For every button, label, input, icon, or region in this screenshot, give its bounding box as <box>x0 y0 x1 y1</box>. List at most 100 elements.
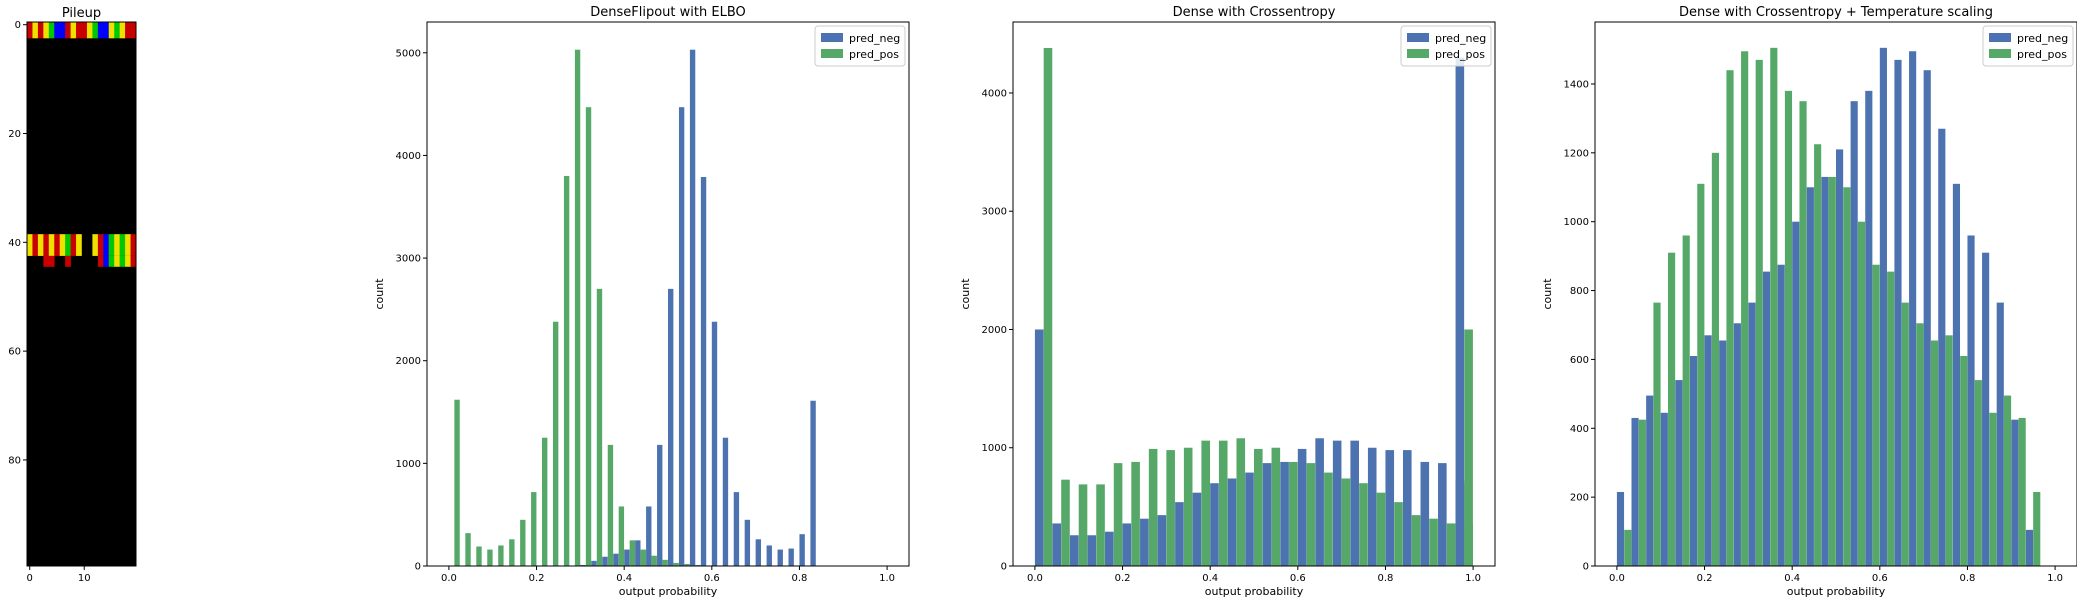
temp-bar-pred_neg <box>1806 187 1814 567</box>
flipout-xtick-label: 0.6 <box>704 573 720 584</box>
temp-bar-pred_neg <box>1967 235 1975 566</box>
cross-bar-pred_pos <box>1113 463 1123 566</box>
cross-bar-pred_neg <box>1122 523 1132 566</box>
cross-bar-pred_pos <box>1324 472 1333 566</box>
flipout-bar-pred_neg <box>744 519 751 566</box>
flipout-bar-pred_neg <box>591 560 597 566</box>
flipout-ytick-label: 1000 <box>396 459 421 470</box>
cross-bar-pred_pos <box>1446 523 1456 566</box>
cross-xtick-label: 0.2 <box>1115 573 1131 584</box>
cross-bar-pred_neg <box>1069 535 1079 566</box>
temp-bar-pred_pos <box>1828 176 1836 566</box>
flipout-bar-pred_neg <box>755 539 762 566</box>
temp-bar-pred_pos <box>1901 302 1909 566</box>
cross-ytick-label: 0 <box>1001 562 1007 573</box>
flipout-bar-pred_neg <box>580 564 586 566</box>
cross-bar-pred_neg <box>1385 450 1395 566</box>
pileup-cell <box>103 22 110 39</box>
temp-bar-pred_neg <box>1704 335 1712 566</box>
flipout-ytick-label: 0 <box>415 562 421 573</box>
cross-bar-pred_neg <box>1034 329 1044 566</box>
flipout-bar-pred_neg <box>635 540 641 566</box>
pileup-cell <box>48 22 55 39</box>
pileup-cell <box>65 255 71 267</box>
cross-bar-pred_neg <box>1175 502 1184 566</box>
flipout-bar-pred_neg <box>613 553 619 566</box>
cross-xtick-label: 0.4 <box>1202 573 1218 584</box>
cross-bar-pred_pos <box>1429 518 1438 566</box>
flipout-legend-swatch-pred_neg <box>821 33 843 42</box>
temp-bar-pred_neg <box>1836 149 1844 567</box>
cross-bar-pred_pos <box>1201 440 1211 566</box>
temp-bar-pred_pos <box>1653 302 1661 566</box>
pileup-cell <box>43 234 50 256</box>
pileup-cell <box>108 22 115 39</box>
flipout-bar-pred_pos <box>640 549 646 566</box>
temp-bar-pred_neg <box>1762 271 1771 566</box>
pileup-cell <box>76 22 82 39</box>
temp-bar-pred_pos <box>1682 235 1690 566</box>
cross-bar-pred_neg <box>1140 518 1149 566</box>
flipout-xtick-label: 0.0 <box>441 573 457 584</box>
temp-bar-pred_pos <box>1974 380 1982 566</box>
flipout-bar-pred_pos <box>563 175 570 566</box>
temp-bar-pred_neg <box>1909 51 1917 567</box>
temp-bar-pred_pos <box>1945 335 1953 566</box>
flipout-bar-pred_pos <box>465 533 471 566</box>
pileup-ytick-label: 80 <box>8 455 21 466</box>
temp-bar-pred_pos <box>1784 90 1793 567</box>
pileup-cell <box>97 255 104 267</box>
temp-xtick-label: 0.8 <box>1960 573 1976 584</box>
flipout-ytick-label: 2000 <box>396 356 421 367</box>
flipout-bar-pred_pos <box>596 288 603 566</box>
temp-bar-pred_pos <box>1770 47 1778 567</box>
temp-bar-pred_neg <box>1923 70 1931 567</box>
pileup-cell <box>27 22 33 39</box>
temp-bar-pred_pos <box>1726 70 1734 567</box>
pileup-cell <box>76 234 82 256</box>
pileup-cell <box>32 234 39 256</box>
flipout-bar-pred_neg <box>624 549 630 566</box>
temp-bar-pred_pos <box>1799 101 1807 566</box>
pileup-cell <box>125 234 131 256</box>
flipout-bar-pred_pos <box>542 437 548 566</box>
cross-legend-label-pred_pos: pred_pos <box>1435 48 1485 61</box>
cross-bar-pred_neg <box>1350 440 1359 566</box>
cross-bar-pred_pos <box>1183 447 1193 566</box>
temp-bar-pred_pos <box>1755 59 1763 567</box>
temp-ytick-label: 200 <box>1570 493 1589 504</box>
temp-bar-pred_pos <box>1930 340 1939 566</box>
pileup-cell <box>125 255 131 267</box>
flipout-bar-pred_neg <box>722 437 729 566</box>
pileup-ytick-label: 60 <box>8 347 21 358</box>
flipout-bar-pred_pos <box>662 559 668 566</box>
pileup-cell <box>43 255 50 267</box>
pileup-cell <box>37 22 44 39</box>
temp-bar-pred_pos <box>2033 491 2041 566</box>
cross-bar-pred_pos <box>1254 448 1263 566</box>
temp-ytick-label: 1000 <box>1564 217 1589 228</box>
flipout-ylabel: count <box>373 278 386 310</box>
pileup-xtick-label: 10 <box>78 573 91 584</box>
temp-xtick-label: 0.0 <box>1609 573 1625 584</box>
cross-bar-pred_neg <box>1315 438 1324 566</box>
cross-xtick-label: 1.0 <box>1465 573 1481 584</box>
cross-bar-pred_neg <box>1402 450 1412 566</box>
temp-xtick-label: 0.2 <box>1697 573 1713 584</box>
flipout-frame <box>426 21 910 567</box>
pileup-ytick-label: 20 <box>8 129 21 140</box>
cross-bar-pred_pos <box>1359 483 1368 566</box>
cross-bar-pred_pos <box>1148 448 1158 566</box>
temp-ytick-label: 1400 <box>1564 79 1589 90</box>
flipout-bar-pred_neg <box>788 548 794 566</box>
cross-bar-pred_neg <box>1087 535 1097 566</box>
temp-bar-pred_neg <box>1646 395 1654 566</box>
temp-bar-pred_pos <box>1857 221 1866 566</box>
flipout-bar-pred_neg <box>657 444 663 566</box>
temp-bar-pred_neg <box>1777 264 1785 566</box>
flipout-bar-pred_neg <box>668 288 674 566</box>
pileup-cell <box>32 22 39 39</box>
flipout-bar-pred_pos <box>498 545 504 566</box>
temp-bar-pred_neg <box>1938 128 1946 566</box>
